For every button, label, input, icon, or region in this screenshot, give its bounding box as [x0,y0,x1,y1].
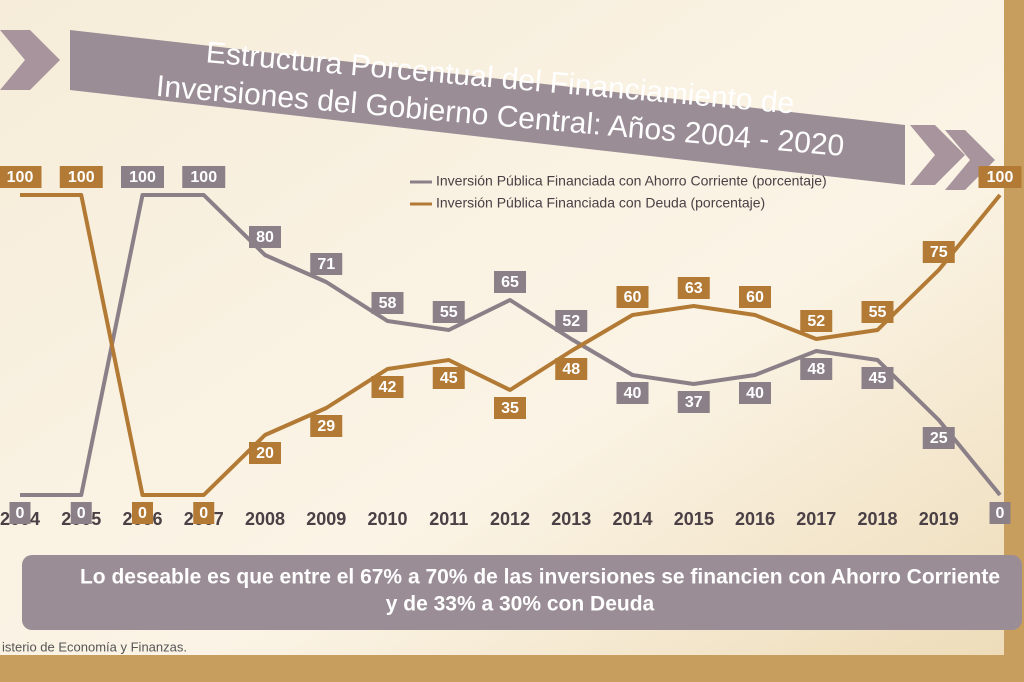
data-label: 37 [685,394,703,411]
data-label: 80 [256,229,274,246]
data-label-box [121,166,164,188]
data-label: 63 [685,280,703,297]
data-label-box [616,382,649,404]
data-label-box [677,391,710,413]
data-label-box [800,358,833,380]
x-tick-label: 2018 [857,509,897,529]
data-label: 100 [68,169,95,186]
x-tick-label: 2009 [306,509,346,529]
data-label: 100 [7,169,34,186]
data-label-box [249,442,281,464]
data-label: 52 [807,313,825,330]
data-label-box [371,292,404,314]
data-label: 45 [440,370,458,387]
data-label-box [494,397,526,419]
x-tick-label: 2017 [796,509,836,529]
data-label: 100 [190,169,217,186]
x-tick-label: 2011 [429,509,468,529]
data-label-box [677,277,710,299]
data-label: 60 [624,289,642,306]
note: Lo deseable es que entre el 67% a 70% de… [80,566,1000,589]
data-label-box [249,226,281,248]
data-label: 40 [624,385,642,402]
data-label-box [182,166,226,188]
series-line [20,193,1002,497]
data-label-box [739,286,771,308]
data-label: 75 [930,244,948,261]
x-tick-label: 2015 [674,509,714,529]
legend-label: Inversión Pública Financiada con Ahorro … [436,173,827,189]
data-label-box [132,502,153,524]
data-label-box [432,367,465,389]
data-label: 60 [746,289,764,306]
data-label-box [800,310,833,332]
data-label: 100 [129,169,156,186]
title-banner [70,30,905,185]
data-label-box [616,286,649,308]
data-label: 58 [379,295,397,312]
data-label: 55 [440,304,458,321]
data-label: 52 [562,313,580,330]
data-label-box [555,310,588,332]
data-label-box [922,241,955,263]
legend-label: Inversión Pública Financiada con Deuda (… [436,195,765,211]
data-label-box [193,502,215,524]
x-tick-label: 2010 [367,509,407,529]
data-label: 0 [77,505,86,522]
data-label: 20 [256,445,274,462]
data-label: 0 [138,505,147,522]
note-box [22,555,1022,630]
data-label: 45 [869,370,887,387]
data-label-box [310,415,343,437]
note: y de 33% a 30% con Deuda [386,593,655,616]
data-label: 0 [16,505,25,522]
x-tick-label: 2008 [245,509,285,529]
chevron [945,130,995,190]
source: isterio de Economía y Finanzas. [2,639,187,654]
chevron [910,125,965,185]
data-label-box [861,301,894,323]
data-label: 65 [501,274,519,291]
series-line [20,193,1002,497]
data-label-box [739,382,771,404]
data-label-box [555,358,588,380]
data-label-box [989,502,1011,524]
data-label: 40 [746,385,764,402]
chevron [0,30,60,90]
data-label-box [70,502,92,524]
data-label-box [59,166,103,188]
data-label-box [861,367,894,389]
data-label: 48 [807,361,825,378]
data-label-box [978,166,1022,188]
data-label-box [9,502,31,524]
data-label: 29 [317,418,335,435]
x-tick-label: 2019 [919,509,959,529]
data-label: 55 [869,304,887,321]
data-label: 25 [930,430,948,447]
x-tick-label: 2012 [490,509,530,529]
data-label-box [0,166,42,188]
data-label: 0 [199,505,208,522]
data-label: 48 [562,361,580,378]
data-label: 100 [987,169,1014,186]
data-label: 71 [317,256,335,273]
data-label-box [310,253,343,275]
x-tick-label: 2013 [551,509,591,529]
data-label-box [432,301,465,323]
data-label: 35 [501,400,519,417]
x-tick-label: 2016 [735,509,775,529]
data-label: 0 [996,505,1005,522]
x-tick-label: 2014 [612,509,652,529]
data-label: 42 [379,379,397,396]
data-label-box [922,427,955,449]
data-label-box [371,376,404,398]
data-label-box [494,271,526,293]
